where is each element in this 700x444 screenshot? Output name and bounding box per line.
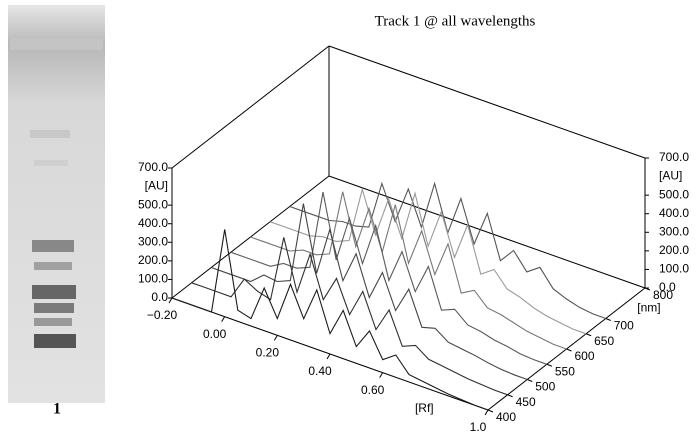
x-tick-label: 1.0	[470, 420, 487, 434]
y-tick-label: 500.0	[659, 187, 689, 201]
z-tick-label: 450	[516, 395, 536, 409]
plate-band	[10, 38, 103, 50]
z-tick-label: 800	[653, 288, 673, 302]
z-tick	[585, 333, 592, 337]
z-tick	[546, 363, 553, 367]
z-tick	[527, 379, 533, 382]
z-tick-label: 400	[496, 410, 516, 424]
z-tick-label: 650	[594, 334, 614, 348]
z-tick	[566, 348, 572, 352]
y-tick-label: 200.0	[138, 253, 168, 267]
y-tick-label: 400.0	[659, 206, 689, 220]
x-tick	[379, 372, 384, 378]
box-edge	[328, 45, 646, 159]
y-tick-label: 400.0	[138, 216, 168, 230]
box-edge	[328, 175, 646, 289]
trace	[211, 203, 528, 381]
y-tick-label: 100.0	[659, 262, 689, 276]
x-tick	[221, 316, 226, 322]
plate-band	[34, 160, 68, 166]
plate-band	[34, 318, 72, 326]
x-tick-label: 0.40	[308, 364, 332, 378]
plate-band	[34, 334, 76, 348]
trace	[269, 187, 587, 335]
plate-band	[32, 285, 76, 299]
plate-label: 1	[53, 401, 61, 418]
x-tick-label: 0.60	[361, 383, 385, 397]
y-tick-label: 0.0	[151, 290, 168, 304]
y-tick-label: 700.0	[659, 150, 689, 164]
z-axis-label: [nm]	[637, 300, 660, 314]
tlc-plate: 1	[8, 5, 105, 418]
x-tick	[168, 297, 173, 304]
x-tick	[326, 353, 331, 360]
x-tick-label: 0.00	[203, 327, 227, 341]
chart-title: Track 1 @ all wavelengths	[375, 13, 536, 29]
x-tick-label: −0.20	[147, 308, 178, 322]
x-tick	[484, 409, 489, 416]
trace	[171, 229, 489, 411]
plate-band	[32, 240, 74, 252]
y-tick-label: 300.0	[659, 224, 689, 238]
y-tick-label: 0.0	[659, 280, 676, 294]
plate-band	[30, 130, 70, 138]
trace	[289, 181, 606, 320]
y-tick-label: 100.0	[138, 272, 168, 286]
z-tick	[605, 318, 611, 321]
y-tick-label: 700.0	[138, 160, 168, 174]
z-tick-label: 500	[535, 380, 555, 394]
trace	[230, 191, 548, 365]
z-tick	[487, 409, 494, 413]
x-tick-label: 0.20	[256, 346, 280, 360]
trace	[250, 191, 567, 350]
trace	[191, 237, 508, 396]
x-axis-label: [Rf]	[415, 401, 434, 415]
y-tick-label: 500.0	[138, 197, 168, 211]
y-tick-label: 300.0	[138, 234, 168, 248]
y-tick-label: 200.0	[659, 243, 689, 257]
box-edge	[171, 45, 330, 169]
y-axis-label: [AU]	[145, 179, 168, 193]
plate-band	[34, 303, 74, 313]
z-tick-label: 700	[614, 319, 634, 333]
x-tick	[273, 335, 278, 341]
z-tick-label: 550	[555, 364, 575, 378]
z-tick-label: 600	[575, 349, 595, 363]
z-tick	[644, 287, 651, 291]
plate-band	[34, 262, 72, 270]
z-tick	[507, 394, 513, 398]
y-axis-label: [AU]	[659, 169, 682, 183]
